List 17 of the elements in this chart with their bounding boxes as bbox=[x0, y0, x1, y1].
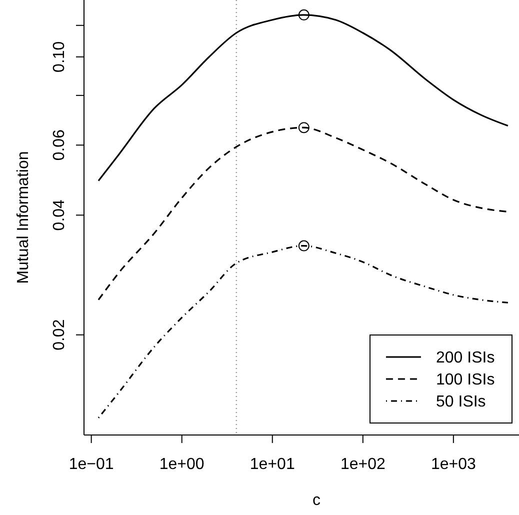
x-tick-label: 1e+02 bbox=[340, 456, 386, 473]
point bbox=[298, 122, 310, 134]
y-tick-label: 0.02 bbox=[51, 319, 68, 350]
x-tick-label: 1e−01 bbox=[68, 456, 114, 473]
point bbox=[298, 240, 310, 252]
y-tick-label: 0.04 bbox=[51, 199, 68, 231]
legend-label: 100 ISIs bbox=[436, 372, 495, 389]
x-axis-title: c bbox=[312, 492, 320, 509]
x-tick-label: 1e+03 bbox=[430, 456, 476, 473]
y-tick-label: 0.06 bbox=[51, 129, 68, 161]
x-tick-label: 1e+00 bbox=[159, 456, 204, 473]
x-tick-label: 1e+01 bbox=[250, 456, 295, 473]
legend-label: 200 ISIs bbox=[436, 350, 495, 367]
y-tick-label: 0.10 bbox=[51, 41, 68, 72]
legend-label: 50 ISIs bbox=[436, 394, 486, 411]
y-axis-title: Mutual Information bbox=[15, 151, 32, 284]
point bbox=[298, 9, 310, 20]
